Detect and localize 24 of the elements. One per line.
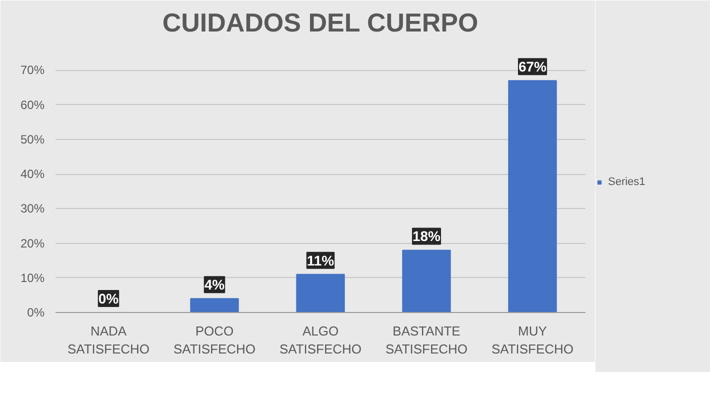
data-label: 18% [412, 228, 442, 244]
y-tick-label: 70% [20, 63, 45, 78]
x-tick-label: ALGO SATISFECHO [279, 324, 362, 356]
bar [402, 250, 451, 312]
bar [508, 80, 557, 312]
data-label: 0% [98, 290, 120, 306]
chart-title: CUIDADOS DEL CUERPO [162, 8, 478, 38]
y-tick-label: 40% [20, 167, 45, 182]
y-tick-label: 10% [20, 270, 45, 285]
y-tick-label: 50% [20, 132, 45, 146]
data-label: 67% [518, 58, 548, 75]
x-tick-label: POCO SATISFECHO [173, 324, 256, 356]
bar [296, 274, 345, 312]
legend-label: Series1 [608, 176, 646, 188]
x-tick-label: NADA SATISFECHO [67, 324, 150, 356]
y-tick-label: 30% [20, 202, 45, 216]
bar [190, 298, 239, 312]
x-tick-label: MUY SATISFECHO [491, 324, 574, 356]
y-tick-label: 0% [27, 306, 45, 320]
x-tick-label: BASTANTE SATISFECHO [385, 324, 468, 356]
data-label: 11% [306, 252, 335, 268]
y-tick-label: 20% [20, 236, 45, 250]
data-label: 4% [204, 276, 226, 293]
y-tick-label: 60% [20, 98, 45, 112]
